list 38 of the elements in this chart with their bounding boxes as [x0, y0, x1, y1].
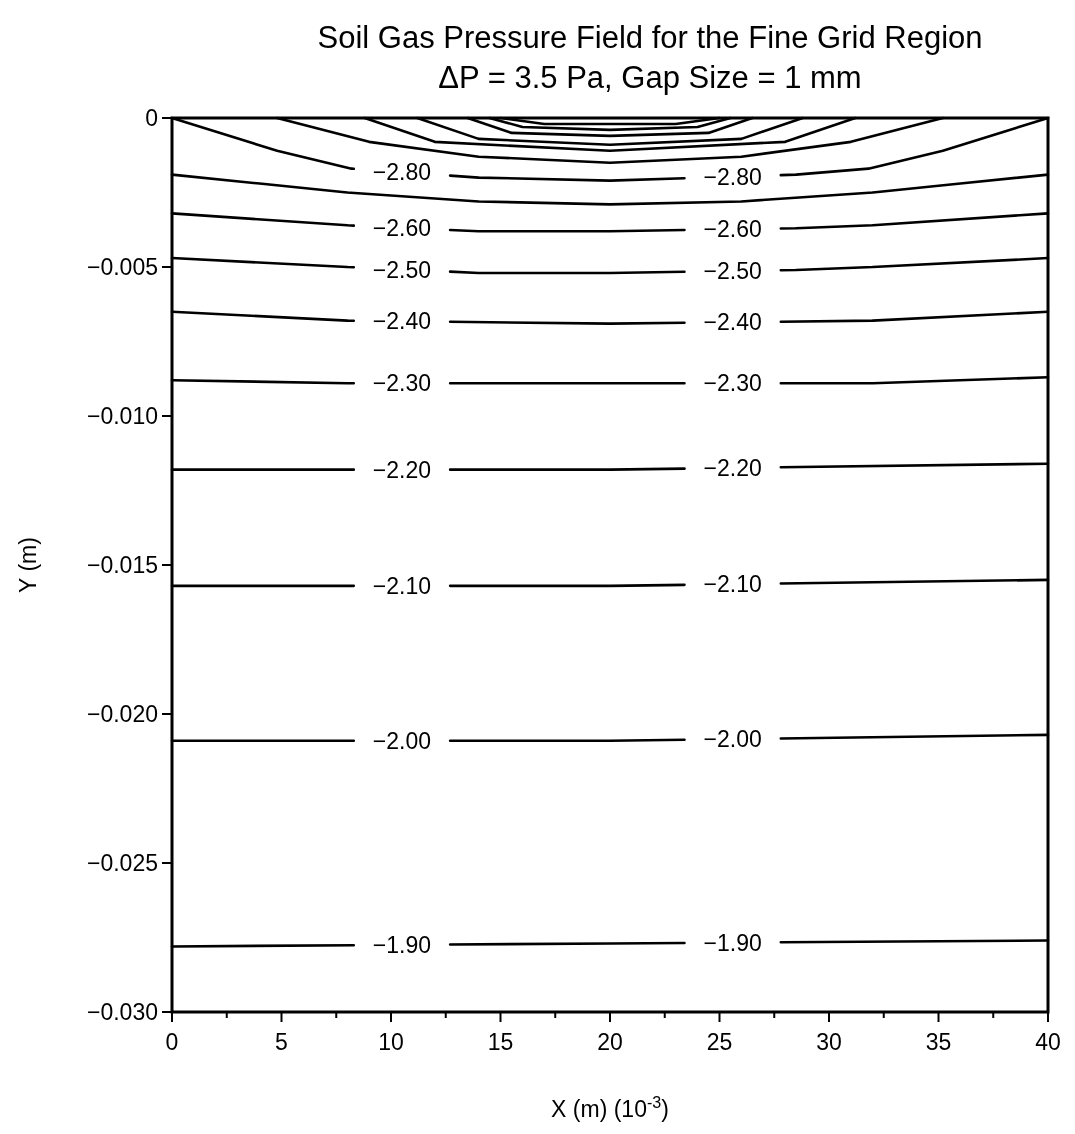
x-tick-label: 40 [1035, 1029, 1061, 1055]
text: −2.40 [372, 308, 432, 335]
y-tick-label: −0.025 [87, 850, 158, 877]
x-tick-label: 25 [706, 1029, 733, 1055]
y-axis-title: Y (m) [15, 537, 41, 593]
text: −2.10 [703, 571, 762, 598]
series-label: −1.90 [703, 929, 762, 956]
x-axis-title: X (m) (10$^{-3}$) [551, 1093, 669, 1122]
x-tick-label: 15 [487, 1029, 514, 1055]
text: −2.30 [372, 370, 432, 397]
series-label: −2.40 [703, 309, 762, 336]
x-tick-label: 10 [378, 1029, 404, 1055]
text: −2.80 [703, 163, 762, 190]
chart-title: Soil Gas Pressure Field for the Fine Grid Region [317, 20, 983, 55]
text: −2.20 [703, 455, 762, 482]
legend-label: −2.80 [372, 159, 432, 186]
y-tick-label: −0.010 [87, 403, 158, 430]
y-tick-label: 0 [145, 105, 158, 132]
x-tick-label: 5 [275, 1029, 288, 1055]
series-label: −2.50 [703, 258, 762, 285]
y-tick-label: −0.015 [87, 552, 158, 579]
text: −1.90 [372, 931, 432, 958]
series-label: −2.00 [372, 727, 432, 754]
series-label: −2.30 [703, 370, 762, 397]
y-tick-label: −0.020 [87, 701, 158, 728]
chart-subtitle: ΔP = 3.5 Pa, Gap Size = 1 mm [438, 60, 862, 95]
x-tick-label: 35 [925, 1029, 952, 1055]
series-label: −2.10 [372, 572, 432, 599]
text: −2.00 [703, 726, 762, 753]
x-tick-label: 30 [816, 1029, 842, 1055]
text: −2.50 [372, 256, 432, 283]
x-tick-label: 20 [597, 1029, 623, 1055]
text: −2.60 [372, 214, 432, 241]
series-label: −2.60 [703, 216, 762, 243]
y-tick-label: −0.030 [87, 999, 158, 1026]
x-tick-label: 0 [165, 1029, 179, 1055]
y-tick-label: −0.005 [87, 254, 158, 281]
series-label: −2.20 [372, 456, 432, 483]
